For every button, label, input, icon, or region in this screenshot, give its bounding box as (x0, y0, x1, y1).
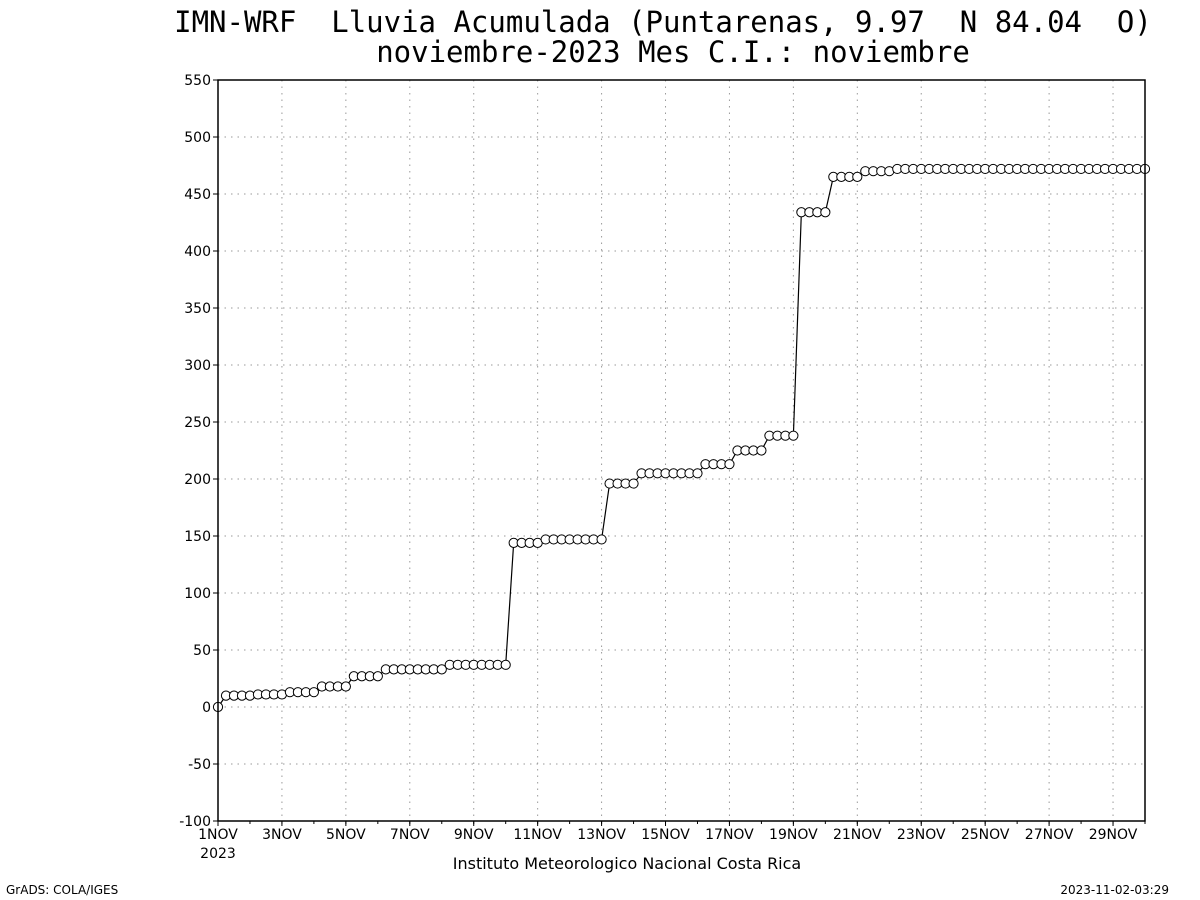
data-point (628, 478, 639, 489)
y-axis: -100 -50 0 50 100 150 200 250 300 350 400 450 500 550 (179, 73, 218, 830)
data-point (436, 664, 447, 675)
x-tick-label: 19NOV (769, 827, 818, 843)
x-tick-label: 27NOV (1025, 827, 1074, 843)
data-point (820, 207, 831, 218)
y-tick-label: 350 (184, 301, 211, 317)
data-point (756, 445, 767, 456)
y-tick-label: 100 (184, 586, 211, 602)
y-tick-label: 500 (184, 130, 211, 146)
x-tick-label: 25NOV (961, 827, 1010, 843)
series-cumulative-rain (212, 163, 1151, 713)
data-point (788, 430, 799, 441)
x-tick-label: 15NOV (641, 827, 690, 843)
x-tick-label: 13NOV (577, 827, 626, 843)
y-tick-label: 300 (184, 358, 211, 374)
x-axis: 1NOV 3NOV 5NOV 7NOV 9NOV 11NOV 13NOV 15NOV 17NOV… (198, 821, 1146, 843)
data-point (500, 659, 511, 670)
x-tick-label: 23NOV (897, 827, 946, 843)
x-year-label: 2023 (200, 846, 236, 862)
institution-label: Instituto Meteorologico Nacional Costa R… (453, 854, 801, 873)
y-tick-label: 250 (184, 415, 211, 431)
y-tick-label: 150 (184, 529, 211, 545)
footer-right: 2023-11-02-03:29 (1060, 883, 1169, 897)
chart-title: IMN-WRF Lluvia Acumulada (Puntarenas, 9.… (174, 5, 1152, 39)
x-tick-label: 7NOV (390, 827, 430, 843)
y-tick-label: 50 (193, 643, 211, 659)
y-tick-label: 550 (184, 73, 211, 89)
data-point (340, 681, 351, 692)
data-point (308, 687, 319, 698)
data-point (596, 534, 607, 545)
y-tick-label: 200 (184, 472, 211, 488)
y-tick-label: 0 (202, 700, 211, 716)
y-tick-label: 450 (184, 187, 211, 203)
plot-frame (217, 79, 1146, 822)
x-tick-label: 9NOV (454, 827, 494, 843)
x-tick-label: 21NOV (833, 827, 882, 843)
x-tick-label: 3NOV (262, 827, 302, 843)
x-tick-label: 11NOV (513, 827, 562, 843)
y-tick-label: -50 (188, 757, 211, 773)
y-tick-label: 400 (184, 244, 211, 260)
data-point (724, 459, 735, 470)
grid-lines (218, 80, 1145, 821)
x-tick-label: 1NOV (198, 827, 238, 843)
y-tick-label: -100 (179, 814, 211, 830)
x-tick-label: 17NOV (705, 827, 754, 843)
x-tick-label: 29NOV (1089, 827, 1138, 843)
chart-subtitle: noviembre-2023 Mes C.I.: noviembre (376, 35, 970, 69)
data-point (852, 171, 863, 182)
series-line (217, 168, 1145, 708)
x-tick-label: 5NOV (326, 827, 366, 843)
footer-left: GrADS: COLA/IGES (6, 883, 118, 897)
data-point (372, 671, 383, 682)
data-point (692, 468, 703, 479)
